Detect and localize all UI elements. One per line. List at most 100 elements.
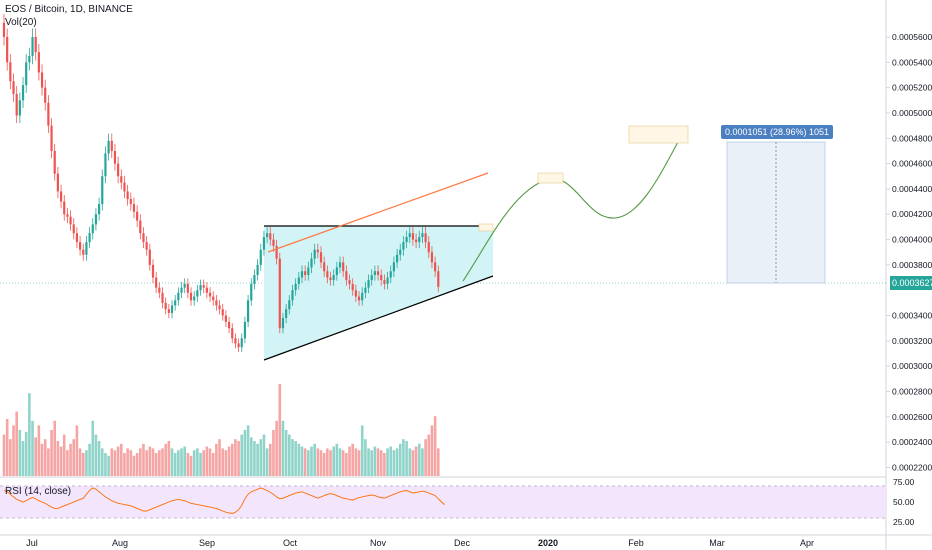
candle <box>196 290 199 297</box>
volume-bar <box>24 431 28 476</box>
volume-bar <box>72 439 76 476</box>
candle <box>361 292 364 301</box>
candle <box>78 242 82 250</box>
volume-bar <box>294 441 297 476</box>
volume-bar <box>100 448 104 476</box>
orange-trendline[interactable] <box>267 172 489 253</box>
volume-bar <box>56 441 60 476</box>
volume-bar <box>107 455 110 476</box>
price-tick-label: 0.0004800 <box>892 133 932 143</box>
volume-bar <box>135 453 139 476</box>
volume-bar <box>129 450 133 476</box>
candle <box>266 233 269 238</box>
volume-bar <box>379 450 383 476</box>
volume-bar <box>164 443 167 476</box>
volume-bar <box>123 453 126 476</box>
volume-bar <box>433 416 437 476</box>
price-tick-label: 0.0005200 <box>892 83 932 93</box>
candle <box>427 242 430 253</box>
volume-bar <box>386 448 389 476</box>
candle <box>418 237 421 243</box>
wedge-fill <box>264 226 493 360</box>
candle <box>126 191 129 200</box>
candle <box>253 275 256 284</box>
candle <box>304 271 307 276</box>
volume-bar <box>21 441 25 476</box>
candle <box>120 176 123 183</box>
volume-bar <box>28 393 31 476</box>
candle <box>386 277 389 284</box>
candle <box>408 233 411 238</box>
volume-bar <box>205 446 209 476</box>
time-tick-label: Nov <box>370 538 387 548</box>
volume-bar <box>421 448 424 476</box>
candle <box>335 267 338 276</box>
candle <box>44 87 47 103</box>
candle <box>6 36 9 63</box>
volume-bar <box>411 450 415 476</box>
price-tick-label: 0.0002400 <box>892 437 932 447</box>
volume-bar <box>303 448 307 476</box>
candle <box>243 321 247 339</box>
volume-bar <box>300 446 304 476</box>
time-tick-label: Sep <box>199 538 215 548</box>
volume-bar <box>192 450 196 476</box>
volume-bar <box>237 441 240 476</box>
candle <box>167 309 170 314</box>
candle <box>59 191 63 202</box>
volume-bar <box>256 443 259 476</box>
volume-bar <box>119 443 123 476</box>
candle <box>291 290 294 301</box>
price-tick-label: 0.0002200 <box>892 462 932 472</box>
volume-bar <box>151 448 155 476</box>
volume-bar <box>348 446 351 476</box>
candle <box>50 125 53 151</box>
candle <box>294 283 297 291</box>
candle <box>430 252 434 263</box>
wedge-lower-line[interactable] <box>263 275 494 361</box>
volume-bar <box>116 446 120 476</box>
volume-bar <box>398 443 402 476</box>
volume-bar <box>199 453 202 476</box>
volume-bar <box>215 443 218 476</box>
candle <box>342 262 345 272</box>
candle <box>364 287 367 293</box>
volume-bar <box>230 443 234 476</box>
candle <box>399 249 402 255</box>
volume-bar <box>177 450 180 476</box>
candle <box>319 252 323 263</box>
projection-path[interactable] <box>462 141 679 282</box>
projection-marker <box>478 223 494 232</box>
time-tick-label: Aug <box>112 538 128 548</box>
volume-bar <box>316 448 320 476</box>
volume-bar <box>376 448 380 476</box>
volume-bar <box>367 448 370 476</box>
candle <box>15 93 18 116</box>
candle <box>69 216 72 225</box>
candle <box>110 140 113 151</box>
volume-bar <box>332 446 335 476</box>
volume-bar <box>335 443 339 476</box>
measure-label[interactable]: 0.0001051 (28.96%) 1051 <box>721 125 833 139</box>
volume-bar <box>170 448 174 476</box>
candle <box>354 290 357 297</box>
candle <box>148 249 151 265</box>
price-tick-label: 0.0003000 <box>892 361 932 371</box>
candle <box>237 343 240 348</box>
rsi-tick-label: 25.00 <box>893 517 915 527</box>
candle <box>208 292 212 297</box>
candle <box>224 315 227 322</box>
volume-bar <box>126 448 129 476</box>
current-price-tag: 0.0003627 <box>890 276 932 290</box>
volume-bar <box>240 434 244 476</box>
volume-bar <box>402 439 405 476</box>
candle <box>250 283 253 301</box>
candle <box>415 239 418 243</box>
candle <box>151 264 155 278</box>
candle <box>161 292 164 303</box>
candle <box>63 201 66 215</box>
candle <box>351 283 354 291</box>
candle <box>136 211 139 221</box>
volume-bar <box>2 434 6 476</box>
